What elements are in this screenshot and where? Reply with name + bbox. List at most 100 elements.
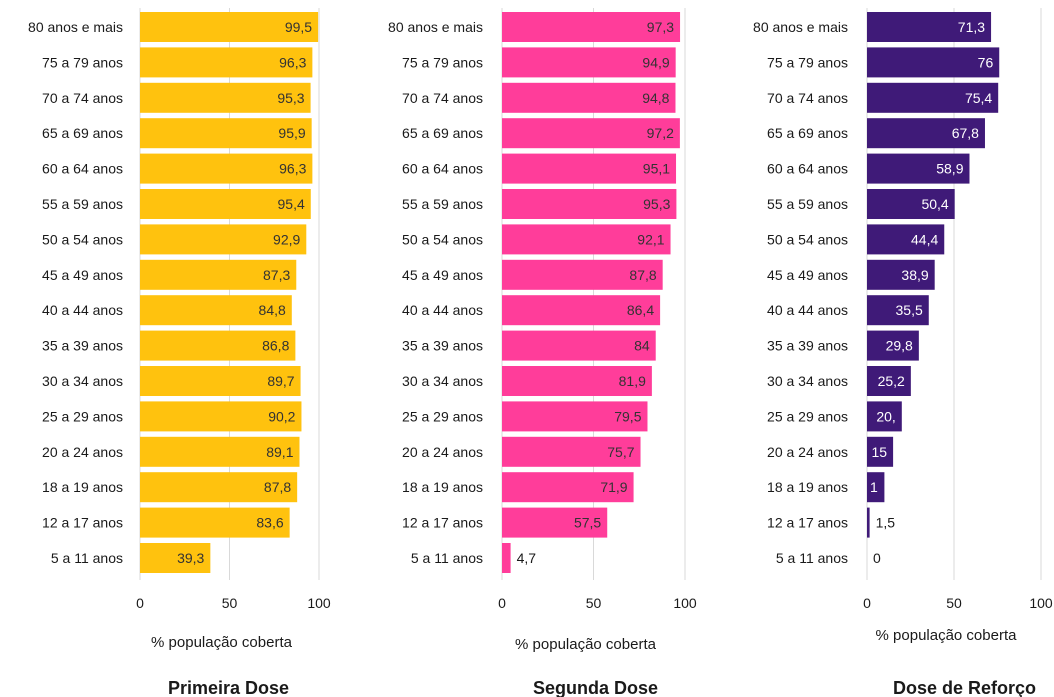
category-label: 12 a 17 anos [767,515,848,531]
chart-title: Dose de Reforço [893,678,1036,697]
category-label: 35 a 39 anos [767,338,848,354]
value-label: 95,1 [643,161,670,177]
category-label: 65 a 69 anos [402,125,483,141]
value-label: 89,1 [266,444,293,460]
bar [140,12,319,42]
bar [502,366,652,396]
category-label: 80 anos e mais [388,19,483,35]
value-label: 57,5 [574,515,601,531]
bar [502,472,634,503]
bar [867,82,999,113]
bar [867,118,985,149]
category-label: 75 a 79 anos [42,54,123,70]
value-label: 87,3 [263,267,290,283]
x-axis-title: % população coberta [151,634,293,651]
value-label: 92,9 [273,231,300,247]
category-label: 5 a 11 anos [51,550,123,566]
value-label: 96,3 [279,54,306,70]
chart-panel-3: 0 50 100 80 anos e mais 71,3 75 a 79 anos 76 70… [753,8,1053,697]
bar [502,118,680,149]
bar [867,366,911,396]
x-tick-label: 100 [307,595,331,611]
value-label: 29,8 [886,338,913,354]
category-label: 30 a 34 anos [767,373,848,389]
bar [140,47,313,78]
category-label: 12 a 17 anos [42,515,123,531]
value-label: 71,3 [958,19,985,35]
category-label: 20 a 24 anos [42,444,123,460]
value-label: 90,2 [268,408,295,424]
category-label: 40 a 44 anos [42,302,123,318]
bar [867,401,902,432]
bar [140,295,292,326]
category-label: 5 a 11 anos [411,550,483,566]
value-label: 94,8 [642,90,669,106]
bar [140,189,311,219]
category-label: 65 a 69 anos [42,125,123,141]
value-label: 89,7 [267,373,294,389]
category-label: 25 a 29 anos [42,408,123,424]
value-label: 95,4 [278,196,305,212]
category-label: 18 a 19 anos [42,479,123,495]
value-label: 58,9 [936,161,963,177]
bar [140,401,302,432]
value-label: 50,4 [921,196,948,212]
value-label: 15 [872,444,888,460]
value-label: 83,6 [256,515,283,531]
category-label: 18 a 19 anos [402,479,483,495]
bar [502,543,511,573]
category-label: 60 a 64 anos [767,161,848,177]
bar [502,401,648,432]
bar [140,224,307,255]
bar [502,436,641,467]
bar [867,153,970,184]
bar [140,330,296,361]
value-label: 81,9 [619,373,646,389]
x-tick-label: 50 [222,595,238,611]
value-label: 95,9 [278,125,305,141]
bar [502,189,677,219]
value-label: 75,4 [965,90,992,106]
category-label: 25 a 29 anos [402,408,483,424]
category-label: 55 a 59 anos [42,196,123,212]
category-label: 70 a 74 anos [402,90,483,106]
value-label: 0 [873,550,881,566]
chart-title: Primeira Dose [168,678,289,697]
value-label: 96,3 [279,161,306,177]
category-label: 20 a 24 anos [402,444,483,460]
category-label: 18 a 19 anos [767,479,848,495]
value-label: 86,8 [262,338,289,354]
category-label: 50 a 54 anos [42,231,123,247]
category-label: 45 a 49 anos [402,267,483,283]
category-label: 55 a 59 anos [767,196,848,212]
value-label: 94,9 [642,54,669,70]
value-label: 20, [876,408,895,424]
category-label: 45 a 49 anos [767,267,848,283]
category-label: 55 a 59 anos [402,196,483,212]
category-label: 40 a 44 anos [767,302,848,318]
bar [867,12,992,42]
x-tick-label: 0 [136,595,144,611]
bar [502,224,671,255]
bar [502,82,676,113]
value-label: 84 [634,338,650,354]
x-tick-label: 100 [673,595,697,611]
chart-panel-1: 0 50 100 80 anos e mais 99,5 75 a 79 anos 96,3… [28,8,331,697]
bar [867,47,1000,78]
category-label: 35 a 39 anos [42,338,123,354]
bar [867,472,885,503]
value-label: 75,7 [607,444,634,460]
category-label: 45 a 49 anos [42,267,123,283]
value-label: 67,8 [952,125,979,141]
bar [502,507,608,538]
value-label: 44,4 [911,231,938,247]
value-label: 4,7 [517,550,537,566]
bar [502,295,661,326]
value-label: 92,1 [637,231,664,247]
x-tick-label: 100 [1029,595,1053,611]
value-label: 97,3 [647,19,674,35]
category-label: 80 anos e mais [28,19,123,35]
value-label: 87,8 [264,479,291,495]
bar [140,153,313,184]
